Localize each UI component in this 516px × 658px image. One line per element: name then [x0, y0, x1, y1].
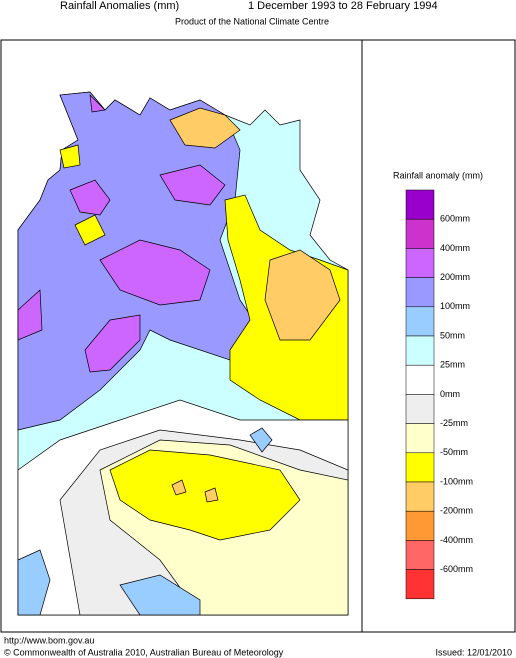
- copyright: © Commonwealth of Australia 2010, Austra…: [4, 647, 284, 657]
- legend-swatch: [405, 364, 435, 395]
- legend-title: Rainfall anomaly (mm): [393, 170, 483, 180]
- frame: [0, 39, 516, 633]
- legend-label: 0mm: [440, 389, 460, 399]
- legend-swatch: [405, 248, 435, 278]
- legend-swatch: [405, 481, 435, 512]
- issued: Issued: 12/01/2010: [435, 647, 512, 657]
- legend-label: -25mm: [440, 418, 468, 428]
- legend-swatch: [405, 510, 435, 541]
- legend-label: -100mm: [440, 476, 473, 486]
- legend: Rainfall anomaly (mm) 600mm 400mm 200mm 100…: [393, 170, 483, 600]
- legend-label: -200mm: [440, 506, 473, 516]
- legend-swatch: [405, 452, 435, 483]
- legend-swatch: [405, 189, 435, 220]
- legend-label: 200mm: [440, 272, 470, 282]
- legend-label: -50mm: [440, 447, 468, 457]
- legend-swatch: [405, 218, 435, 249]
- legend-label: -400mm: [440, 535, 473, 545]
- legend-label: 400mm: [440, 243, 470, 253]
- legend-label: 25mm: [440, 360, 465, 370]
- map: [17, 91, 349, 616]
- legend-swatch: [405, 335, 435, 366]
- title: Rainfall Anomalies (mm): [60, 0, 179, 12]
- legend-swatch: [405, 306, 435, 337]
- legend-label: 600mm: [440, 214, 470, 224]
- legend-swatch: [405, 540, 435, 570]
- legend-label: -600mm: [440, 564, 473, 574]
- url: http://www.bom.gov.au: [4, 635, 94, 645]
- legend-swatch: [405, 423, 435, 454]
- legend-swatch: [405, 569, 435, 600]
- period: 1 December 1993 to 28 February 1994: [248, 0, 438, 12]
- legend-swatch: [405, 277, 435, 308]
- subtitle: Product of the National Climate Centre: [175, 16, 329, 26]
- legend-label: 100mm: [440, 301, 470, 311]
- legend-label: 50mm: [440, 330, 465, 340]
- legend-swatch: [405, 394, 435, 424]
